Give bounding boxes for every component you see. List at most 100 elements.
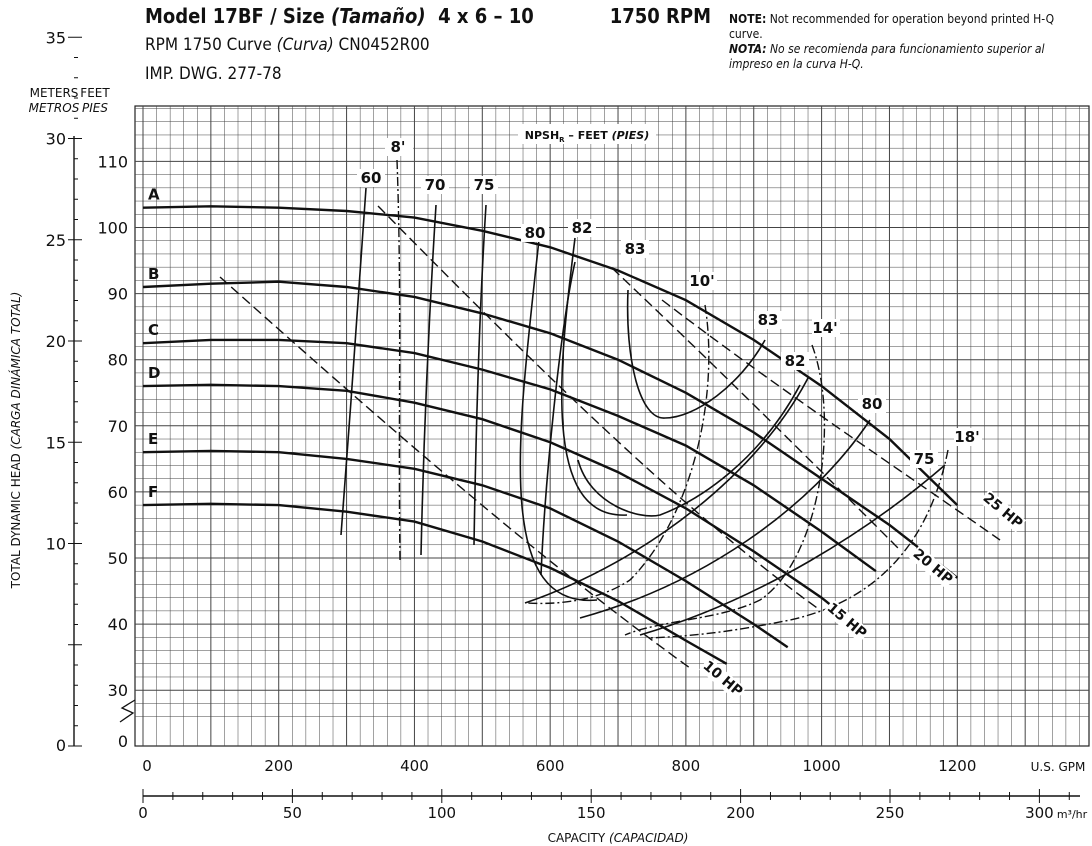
impeller-label-C: C <box>148 321 159 339</box>
efficiency-label-bg <box>781 352 809 370</box>
feet-tick-label: 50 <box>108 549 128 568</box>
efficiency-label: 75 <box>914 450 935 468</box>
efficiency-label: 83 <box>625 240 646 258</box>
impeller-curve-E <box>142 449 789 649</box>
efficiency-label: 80 <box>525 224 546 242</box>
x-tick-label: 600 <box>536 757 565 775</box>
feet-tick-label: 40 <box>108 615 128 634</box>
meters-tick-label: 10 <box>46 535 66 554</box>
x-tick-label: 1000 <box>803 757 841 775</box>
npsh-label-bg <box>689 272 717 290</box>
x2-tick-label: 0 <box>138 804 148 822</box>
note-box: NOTE: Not recommended for operation beyo… <box>729 12 1055 71</box>
efficiency-label-bg <box>357 169 385 187</box>
meters-tick-label: 25 <box>46 231 66 250</box>
x-tick-label: 0 <box>142 757 152 775</box>
axis-break-icon <box>119 699 136 723</box>
npsh-label: 10' <box>689 272 714 290</box>
efficiency-line <box>340 187 367 536</box>
x2-units: m³/hr <box>1057 808 1088 821</box>
y-axis-title: TOTAL DYNAMIC HEAD (CARGA DINÁMICA TOTAL… <box>8 292 23 590</box>
efficiency-line <box>639 464 946 636</box>
meters-tick-label: 15 <box>46 433 66 452</box>
feet-tick-label: 90 <box>108 285 128 304</box>
metros-units: METROS <box>29 101 80 115</box>
npsh-label: 8' <box>390 138 405 156</box>
x-tick-label: 1200 <box>938 757 976 775</box>
npsh-label-bg <box>954 428 982 446</box>
x-tick-label: 200 <box>264 757 293 775</box>
meters-units: METERS <box>30 86 79 100</box>
hp-label-bg <box>823 599 871 643</box>
feet-tick-label: 110 <box>97 152 128 171</box>
x2-tick-label: 100 <box>427 804 456 822</box>
feet-tick-label: 80 <box>108 351 128 370</box>
x2-tick-label: 200 <box>726 804 755 822</box>
rpm-label: 1750 RPM <box>609 4 711 28</box>
efficiency-label: 70 <box>425 176 446 194</box>
efficiency-label-bg <box>470 176 498 194</box>
efficiency-label: 75 <box>474 176 495 194</box>
npsh-title-c: (PIES) <box>612 129 650 142</box>
efficiency-line <box>473 204 487 546</box>
model-title: Model 17BF / Size (Tamaño) 4 x 6 – 10 <box>145 4 534 28</box>
npsh-line <box>624 344 826 636</box>
impeller-label-F: F <box>148 483 158 501</box>
efficiency-label-bg <box>858 395 886 413</box>
x-units-gpm: U.S. GPM <box>1031 760 1086 774</box>
efficiency-label: 80 <box>862 395 883 413</box>
meters-zero-label: 0 <box>56 736 66 755</box>
feet-tick-label: 70 <box>108 417 128 436</box>
x-axis-title-es: (CAPACIDAD) <box>609 831 688 845</box>
npsh-line <box>647 449 949 639</box>
impeller-drawing: IMP. DWG. 277-78 <box>145 64 282 84</box>
efficiency-label: 82 <box>572 219 593 237</box>
chart-curves: A B C D E F <box>142 159 1001 669</box>
npsh-label-bg <box>385 138 413 156</box>
npsh-label-bg <box>812 319 840 337</box>
y-axis-title-es: (CARGA DINÁMICA TOTAL) <box>8 292 23 450</box>
efficiency-line <box>420 204 437 556</box>
efficiency-line <box>524 377 809 604</box>
npsh-title-sub: R <box>559 136 565 144</box>
efficiency-label-bg <box>421 176 449 194</box>
x2-tick-label: 150 <box>577 804 606 822</box>
efficiency-label-bg <box>910 450 938 468</box>
hp-line <box>611 267 901 551</box>
impeller-label-D: D <box>148 364 160 382</box>
x-axis-title: CAPACITY (CAPACIDAD) <box>548 831 689 845</box>
x2-tick-label: 50 <box>283 804 302 822</box>
impeller-curve-D <box>142 383 843 616</box>
x-tick-label: 400 <box>400 757 429 775</box>
impeller-curve-C <box>142 338 877 573</box>
efficiency-line <box>579 419 871 619</box>
y-axis-title-en: TOTAL DYNAMIC HEAD <box>9 449 23 589</box>
x2-tick-label: 250 <box>876 804 905 822</box>
hp-line <box>219 276 691 669</box>
hp-label-bg <box>699 657 747 701</box>
npsh-line <box>527 304 710 605</box>
pies-units: PIES <box>82 101 108 115</box>
feet-tick-label: 100 <box>97 219 128 238</box>
hp-label-bg <box>979 489 1027 533</box>
efficiency-label: 83 <box>758 311 779 329</box>
efficiency-label-bg <box>521 224 549 242</box>
impeller-label-E: E <box>148 430 158 448</box>
efficiency-label: 82 <box>785 352 806 370</box>
npsh-title-bg <box>518 124 656 144</box>
efficiency-line <box>626 289 766 419</box>
efficiency-label-bg <box>568 219 596 237</box>
feet-zero-label: 0 <box>118 732 128 751</box>
efficiency-line <box>540 261 576 576</box>
impeller-curve-F <box>142 502 728 665</box>
npsh-label: 18' <box>954 428 979 446</box>
impeller-label-A: A <box>148 186 160 204</box>
efficiency-label: 60 <box>361 169 382 187</box>
npsh-line <box>396 159 401 561</box>
npsh-title: NPSHR – FEET (PIES) <box>525 129 650 144</box>
efficiency-line <box>577 384 801 517</box>
x2-tick-label: 300 <box>1025 804 1054 822</box>
feet-tick-label: 30 <box>108 681 128 700</box>
